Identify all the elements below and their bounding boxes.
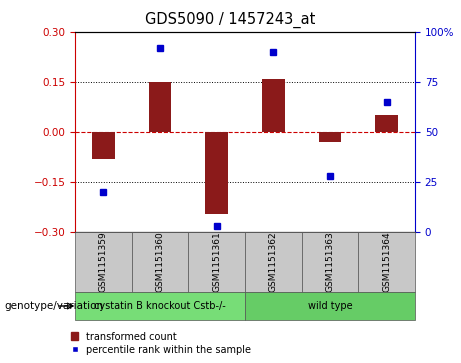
Text: GSM1151360: GSM1151360	[155, 232, 165, 292]
Bar	[75, 292, 245, 320]
Legend: transformed count, percentile rank within the sample: transformed count, percentile rank withi…	[71, 331, 251, 355]
Text: cystatin B knockout Cstb-/-: cystatin B knockout Cstb-/-	[94, 301, 226, 311]
Text: GSM1151362: GSM1151362	[269, 232, 278, 292]
Bar	[205, 132, 228, 214]
Text: GSM1151359: GSM1151359	[99, 232, 108, 292]
Bar	[245, 232, 301, 292]
Text: GDS5090 / 1457243_at: GDS5090 / 1457243_at	[145, 12, 316, 28]
Text: GSM1151363: GSM1151363	[325, 232, 335, 292]
Bar	[189, 232, 245, 292]
Bar	[301, 232, 358, 292]
Text: GSM1151361: GSM1151361	[212, 232, 221, 292]
Bar	[262, 79, 284, 132]
Text: wild type: wild type	[307, 301, 352, 311]
Bar	[245, 292, 415, 320]
Bar	[375, 115, 398, 132]
Bar	[148, 82, 171, 132]
Bar	[358, 232, 415, 292]
Bar	[92, 132, 115, 159]
Text: GSM1151364: GSM1151364	[382, 232, 391, 292]
Bar	[319, 132, 341, 142]
Bar	[132, 232, 189, 292]
Bar	[75, 232, 132, 292]
Text: genotype/variation: genotype/variation	[5, 301, 104, 311]
